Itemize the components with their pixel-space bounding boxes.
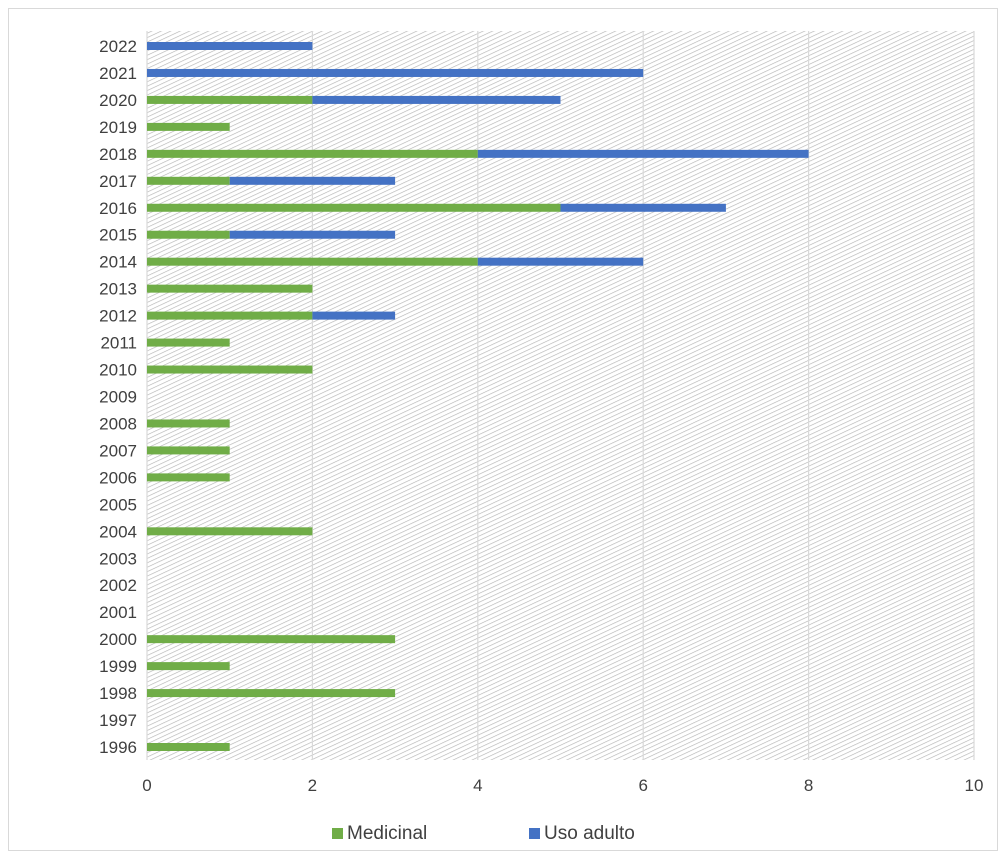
legend-label-medicinal: Medicinal [347, 823, 427, 844]
legend-label-uso-adulto: Uso adulto [544, 823, 635, 844]
bar-uso-adulto-2020 [312, 95, 561, 104]
y-tick-label: 2005 [99, 495, 137, 514]
plot-area-background [147, 31, 974, 760]
bar-medicinal-2008 [147, 419, 230, 428]
y-tick-label: 2007 [99, 441, 137, 460]
y-tick-label: 2001 [99, 603, 137, 622]
x-tick-label: 2 [308, 776, 317, 795]
bar-uso-adulto-2014 [477, 257, 644, 266]
y-tick-label: 2004 [99, 522, 137, 541]
bar-medicinal-2010 [147, 365, 313, 374]
bar-medicinal-2018 [147, 149, 478, 158]
chart-frame: 1996 1997 1998 1999 2000 2001 2002 2003 2004 2005… [8, 8, 998, 851]
bar-medicinal-2015 [147, 230, 230, 239]
y-tick-label: 2008 [99, 414, 137, 433]
bar-chart: 1996 1997 1998 1999 2000 2001 2002 2003 2004 2005… [99, 31, 983, 844]
y-tick-label: 1999 [99, 657, 137, 676]
bar-uso-adulto-2017 [229, 176, 396, 185]
y-tick-label: 2017 [99, 172, 137, 191]
y-axis-labels: 1996 1997 1998 1999 2000 2001 2002 2003 2004 2005… [99, 37, 137, 757]
y-tick-label: 2010 [99, 361, 137, 380]
bar-medicinal-2020 [147, 95, 313, 104]
bars [147, 42, 809, 751]
y-tick-label: 2020 [99, 91, 137, 110]
y-tick-label: 1996 [99, 738, 137, 757]
y-tick-label: 2021 [99, 64, 137, 83]
bar-medicinal-2019 [147, 122, 230, 131]
y-tick-label: 2022 [99, 37, 137, 56]
x-tick-label: 0 [142, 776, 151, 795]
y-tick-label: 2019 [99, 118, 137, 137]
y-tick-label: 1998 [99, 684, 137, 703]
y-tick-label: 2009 [99, 388, 137, 407]
bar-uso-adulto-2012 [312, 311, 396, 320]
bar-medicinal-2006 [147, 473, 230, 482]
bar-uso-adulto-2021 [147, 68, 644, 77]
y-tick-label: 2015 [99, 226, 137, 245]
y-tick-label: 2000 [99, 630, 137, 649]
y-tick-label: 2003 [99, 549, 137, 568]
bar-medicinal-2013 [147, 284, 313, 293]
y-tick-label: 2018 [99, 145, 137, 164]
y-tick-label: 1997 [99, 711, 137, 730]
bar-medicinal-2000 [147, 635, 396, 644]
y-tick-label: 2006 [99, 468, 137, 487]
bar-uso-adulto-2022 [147, 42, 313, 50]
y-tick-label: 2011 [100, 334, 137, 353]
bar-medicinal-2007 [147, 446, 230, 455]
bar-medicinal-2016 [147, 203, 561, 212]
legend-swatch-medicinal [332, 828, 343, 839]
bar-medicinal-2011 [147, 338, 230, 347]
y-tick-label: 2013 [99, 280, 137, 299]
bar-medicinal-2012 [147, 311, 313, 320]
x-tick-label: 10 [965, 776, 984, 795]
bar-uso-adulto-2016 [560, 203, 726, 212]
legend: Medicinal Uso adulto [332, 823, 635, 844]
x-tick-label: 8 [804, 776, 813, 795]
bar-medicinal-2004 [147, 527, 313, 536]
bar-medicinal-2014 [147, 257, 478, 266]
x-tick-label: 6 [638, 776, 647, 795]
x-axis-labels: 0 2 4 6 8 10 [142, 776, 983, 795]
bar-medicinal-2017 [147, 176, 230, 185]
bar-medicinal-1998 [147, 689, 396, 698]
bar-medicinal-1996 [147, 743, 230, 751]
y-tick-label: 2016 [99, 199, 137, 218]
x-tick-label: 4 [473, 776, 482, 795]
y-tick-label: 2012 [99, 307, 137, 326]
y-tick-label: 2014 [99, 253, 137, 272]
bar-medicinal-1999 [147, 662, 230, 671]
bar-uso-adulto-2015 [229, 230, 396, 239]
y-tick-label: 2002 [99, 576, 137, 595]
bar-uso-adulto-2018 [477, 149, 809, 158]
legend-swatch-uso-adulto [529, 828, 540, 839]
